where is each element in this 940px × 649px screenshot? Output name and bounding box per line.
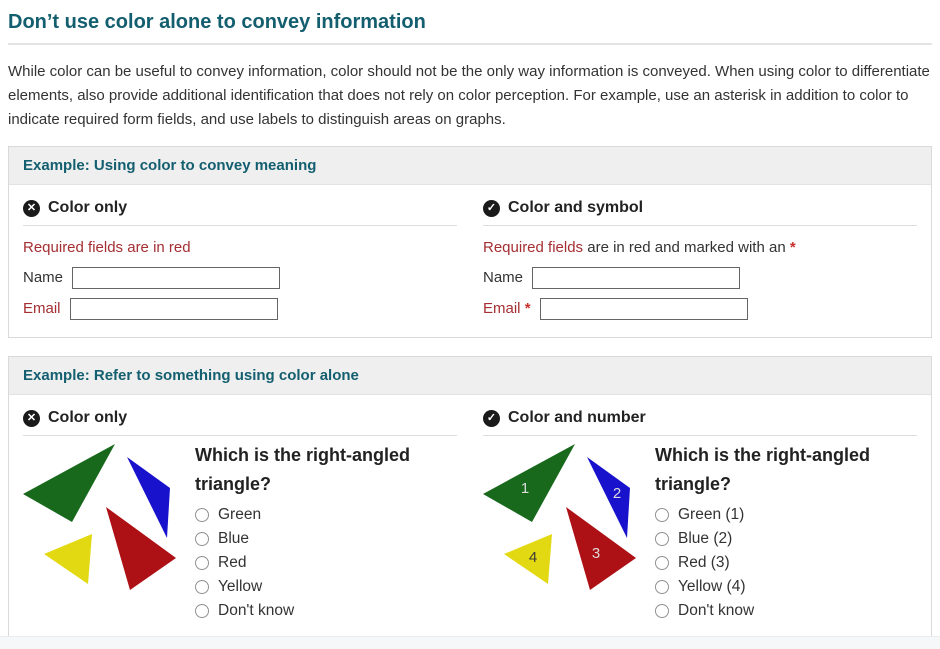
color-only-heading-label: Color only [48, 199, 128, 216]
green-triangle [483, 444, 575, 522]
triangle-number-4: 4 [529, 549, 537, 566]
radio-dont-know-2[interactable] [655, 604, 669, 618]
radio-dont-know[interactable] [195, 604, 209, 618]
check-circle-icon: ✓ [483, 199, 500, 217]
color-and-number-heading: ✓ Color and number [483, 409, 917, 436]
radio-blue-2[interactable] [655, 532, 669, 546]
page-title: Don’t use color alone to convey informat… [8, 10, 932, 45]
option-dont-know[interactable]: Don't know [195, 599, 453, 623]
page-bottom-strip [0, 636, 940, 649]
example2-good-column: ✓ Color and number 1 2 3 4 [483, 395, 917, 623]
color-only-heading-label: Color only [48, 409, 128, 426]
option-dont-know[interactable]: Don't know [655, 599, 913, 623]
green-triangle [23, 444, 115, 522]
blue-triangle [587, 457, 630, 538]
email-label: Email [23, 300, 61, 317]
name-label: Name [483, 269, 524, 286]
color-and-symbol-heading: ✓ Color and symbol [483, 199, 917, 226]
option-green[interactable]: Green [195, 503, 453, 527]
color-only-heading: ✕ Color only [23, 199, 457, 226]
name-label: Name [23, 269, 64, 286]
color-and-number-heading-label: Color and number [508, 409, 646, 426]
answer-options-color-only: Green Blue Red Yellow Don't know [195, 503, 453, 623]
radio-green[interactable] [195, 508, 209, 522]
option-yellow[interactable]: Yellow [195, 575, 453, 599]
radio-yellow-4[interactable] [655, 580, 669, 594]
email-label: Email * [483, 300, 531, 317]
option-red-3[interactable]: Red (3) [655, 551, 913, 575]
yellow-triangle [44, 534, 92, 584]
triangles-graphic-color-only [23, 444, 176, 590]
required-note-color-only: Required fields are in red [23, 239, 191, 256]
email-input-color-symbol[interactable] [539, 298, 748, 320]
blue-triangle [127, 457, 170, 538]
yellow-triangle [504, 534, 552, 584]
required-note-rest: are in red and marked with an [583, 239, 790, 256]
email-input-color-only[interactable] [69, 298, 278, 320]
radio-blue[interactable] [195, 532, 209, 546]
triangles-graphic-numbered: 1 2 3 4 [483, 444, 636, 590]
triangle-number-3: 3 [592, 545, 600, 562]
example-box-color-reference: Example: Refer to something using color … [8, 356, 932, 640]
question-text: Which is the right-angled triangle? [195, 445, 410, 494]
red-triangle [566, 507, 636, 590]
question-text: Which is the right-angled triangle? [655, 445, 870, 494]
example1-bad-column: ✕ Color only Required fields are in red … [23, 185, 457, 321]
answer-options-color-number: Green (1) Blue (2) Red (3) Yellow (4) Do… [655, 503, 913, 623]
x-circle-icon: ✕ [23, 199, 40, 217]
radio-red-3[interactable] [655, 556, 669, 570]
example-box-color-meaning: Example: Using color to convey meaning ✕… [8, 146, 932, 338]
example2-header: Example: Refer to something using color … [9, 357, 931, 395]
triangle-number-2: 2 [613, 485, 621, 502]
example1-good-column: ✓ Color and symbol Required fields are i… [483, 185, 917, 321]
option-red[interactable]: Red [195, 551, 453, 575]
required-note-asterisk: * [789, 239, 796, 256]
required-note-red-part: Required fields [483, 239, 584, 256]
radio-red[interactable] [195, 556, 209, 570]
name-input-color-only[interactable] [72, 267, 281, 289]
color-only-heading: ✕ Color only [23, 409, 457, 436]
name-input-color-symbol[interactable] [532, 267, 741, 289]
intro-paragraph: While color can be useful to convey info… [8, 63, 930, 128]
example2-bad-column: ✕ Color only Which is the right-angled t… [23, 395, 457, 623]
radio-green-1[interactable] [655, 508, 669, 522]
x-circle-icon: ✕ [23, 409, 40, 427]
option-blue[interactable]: Blue [195, 527, 453, 551]
email-required-asterisk: * [524, 300, 531, 317]
color-and-symbol-heading-label: Color and symbol [508, 199, 644, 216]
triangle-number-1: 1 [521, 480, 529, 497]
radio-yellow[interactable] [195, 580, 209, 594]
red-triangle [106, 507, 176, 590]
example1-header: Example: Using color to convey meaning [9, 147, 931, 185]
option-blue-2[interactable]: Blue (2) [655, 527, 913, 551]
check-circle-icon: ✓ [483, 409, 500, 427]
option-green-1[interactable]: Green (1) [655, 503, 913, 527]
option-yellow-4[interactable]: Yellow (4) [655, 575, 913, 599]
required-note-color-symbol: Required fields are in red and marked wi… [483, 237, 917, 259]
